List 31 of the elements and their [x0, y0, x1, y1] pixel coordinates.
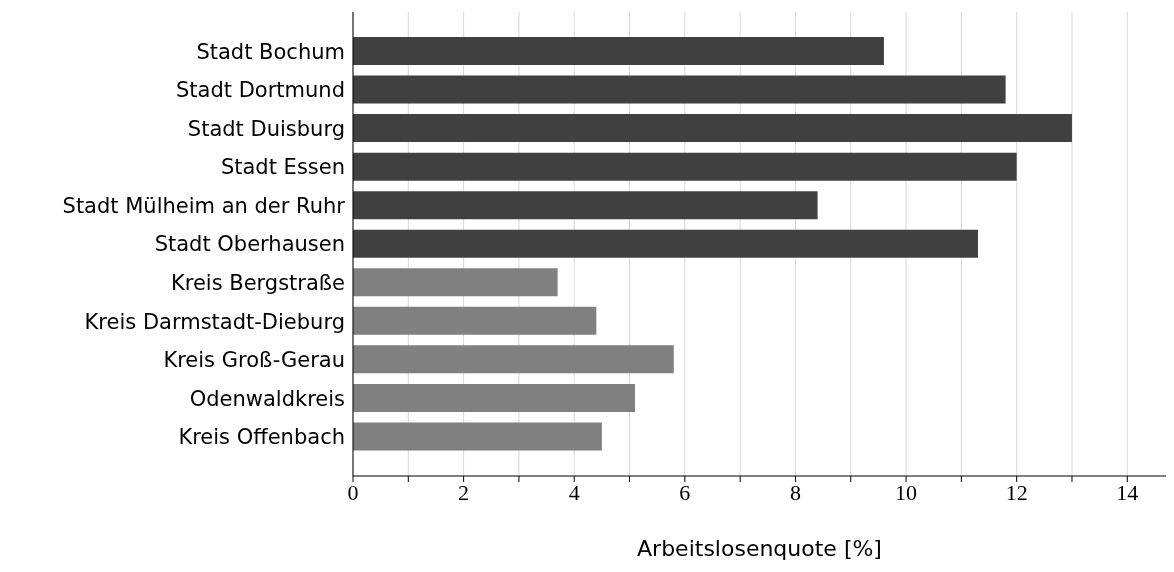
x-tick-label: 6 [679, 479, 691, 505]
y-tick-label: Kreis Bergstraße [170, 271, 345, 295]
y-tick-label: Stadt Oberhausen [154, 232, 345, 257]
bar [353, 229, 978, 258]
bar [353, 383, 636, 412]
y-tick-label: Odenwaldkreis [189, 386, 345, 411]
bar [353, 37, 884, 65]
y-tick-label: Stadt Essen [220, 155, 345, 180]
y-tick-label: Stadt Dortmund [176, 78, 345, 103]
bar [353, 191, 818, 220]
y-tick-label: Kreis Offenbach [178, 425, 345, 450]
x-tick-label: 8 [789, 479, 801, 505]
y-tick-label: Kreis Groß-Gerau [163, 348, 345, 373]
y-tick-label: Stadt Duisburg [187, 116, 345, 141]
bar [353, 75, 1006, 104]
x-axis-title: Arbeitslosenquote [%] [637, 536, 882, 561]
x-tick-label: 4 [568, 479, 580, 505]
x-tick-label: 0 [347, 479, 359, 505]
x-tick-label: 12 [1005, 479, 1028, 505]
bar [353, 268, 558, 297]
x-tick-label: 14 [1116, 479, 1139, 505]
bar [353, 114, 1072, 143]
bar [353, 152, 1017, 181]
y-tick-label: Stadt Bochum [196, 39, 345, 64]
x-tick-label: 10 [895, 479, 918, 505]
bar [353, 306, 597, 335]
x-tick-label: 2 [458, 479, 470, 505]
y-tick-label: Kreis Darmstadt-Dieburg [84, 309, 345, 334]
y-tick-label: Stadt Mülheim an der Ruhr [62, 193, 346, 218]
bar [353, 345, 674, 374]
bar [353, 422, 602, 451]
